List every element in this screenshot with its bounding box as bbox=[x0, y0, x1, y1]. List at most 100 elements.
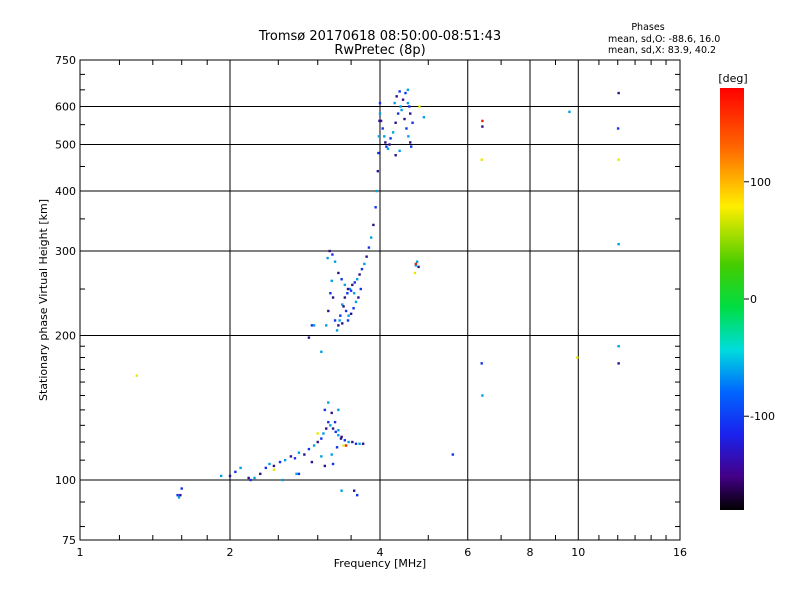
data-point bbox=[347, 440, 350, 444]
data-point bbox=[406, 88, 410, 92]
data-point bbox=[352, 307, 355, 310]
data-point bbox=[253, 476, 256, 480]
data-point bbox=[393, 101, 396, 105]
data-point bbox=[228, 474, 232, 478]
data-point bbox=[377, 135, 381, 138]
data-point bbox=[293, 457, 297, 460]
data-point bbox=[451, 453, 455, 456]
data-point bbox=[358, 273, 361, 276]
data-point bbox=[398, 90, 401, 93]
data-point bbox=[320, 437, 323, 440]
data-point bbox=[219, 474, 223, 478]
data-point bbox=[616, 127, 620, 130]
data-point bbox=[329, 424, 332, 427]
data-point bbox=[327, 401, 330, 404]
y-axis-label: Stationary phase Virtual Height [km] bbox=[37, 199, 50, 401]
data-point bbox=[340, 435, 343, 439]
grid-lines bbox=[80, 60, 680, 540]
data-point bbox=[355, 493, 359, 497]
data-point bbox=[409, 141, 412, 144]
x-tick-label: 1 bbox=[77, 546, 84, 559]
data-point bbox=[408, 105, 411, 108]
data-point bbox=[378, 112, 382, 115]
data-point bbox=[316, 432, 319, 435]
y-tick-label: 200 bbox=[55, 330, 76, 343]
data-point bbox=[359, 287, 362, 291]
data-point bbox=[322, 432, 325, 435]
data-point bbox=[406, 101, 410, 105]
data-point bbox=[325, 324, 328, 327]
y-tick-label: 100 bbox=[55, 474, 76, 487]
data-point bbox=[344, 444, 348, 447]
data-point bbox=[334, 430, 337, 434]
data-point bbox=[377, 151, 380, 155]
data-point bbox=[418, 105, 421, 108]
data-point bbox=[480, 362, 483, 365]
colorbar-ticks: 100 0 -100 bbox=[744, 176, 775, 423]
data-point bbox=[333, 420, 337, 424]
phases-o-stats: mean, sd,O: -88.6, 16.0 bbox=[608, 34, 720, 45]
x-tick-label: 16 bbox=[673, 546, 687, 559]
data-point bbox=[346, 292, 349, 295]
x-tick-label: 2 bbox=[227, 546, 234, 559]
data-point bbox=[331, 296, 335, 299]
data-point bbox=[403, 117, 406, 121]
y-tick-label: 750 bbox=[55, 54, 76, 67]
data-point bbox=[386, 147, 390, 150]
data-point bbox=[409, 145, 413, 148]
data-point bbox=[337, 271, 340, 275]
data-point bbox=[352, 292, 356, 295]
data-point bbox=[347, 314, 350, 317]
data-point bbox=[333, 260, 337, 263]
data-point bbox=[323, 408, 327, 412]
data-point bbox=[414, 262, 418, 266]
x-tick-label: 8 bbox=[527, 546, 534, 559]
data-point bbox=[320, 350, 323, 353]
data-point bbox=[354, 300, 358, 304]
data-point bbox=[481, 394, 484, 397]
data-point bbox=[234, 470, 237, 474]
data-point bbox=[340, 489, 343, 492]
data-point bbox=[289, 455, 293, 458]
data-point bbox=[395, 95, 398, 98]
data-point bbox=[180, 487, 183, 490]
data-point bbox=[351, 283, 354, 287]
chart-title: Tromsø 20170618 08:50:00-08:51:43 bbox=[258, 29, 501, 44]
data-point bbox=[343, 439, 347, 442]
data-point bbox=[327, 309, 330, 313]
y-tick-label: 500 bbox=[55, 139, 76, 152]
data-point bbox=[283, 458, 287, 462]
data-point bbox=[337, 324, 340, 327]
data-point bbox=[391, 131, 395, 134]
data-point bbox=[333, 319, 337, 322]
data-point bbox=[576, 356, 579, 359]
data-point bbox=[341, 322, 344, 325]
data-point bbox=[376, 169, 380, 173]
data-point bbox=[409, 112, 412, 115]
data-point bbox=[307, 336, 311, 339]
data-point bbox=[389, 137, 392, 140]
data-point bbox=[357, 296, 360, 299]
data-point bbox=[355, 278, 359, 281]
data-point bbox=[310, 324, 314, 327]
data-point bbox=[179, 493, 182, 497]
phases-x-stats: mean, sd,X: 83.9, 40.2 bbox=[608, 45, 716, 56]
data-point bbox=[384, 141, 387, 144]
data-point bbox=[330, 453, 333, 456]
data-point bbox=[259, 472, 262, 476]
data-point bbox=[372, 223, 375, 227]
data-point bbox=[617, 362, 620, 365]
data-point bbox=[327, 420, 330, 424]
data-point bbox=[331, 427, 335, 430]
phases-header: Phases bbox=[631, 22, 664, 33]
data-point bbox=[272, 468, 276, 472]
colorbar-tick-label: 100 bbox=[750, 176, 771, 189]
data-point bbox=[342, 444, 345, 447]
data-point bbox=[335, 329, 339, 332]
data-point bbox=[353, 281, 356, 284]
data-point bbox=[351, 440, 354, 444]
colorbar-gradient bbox=[720, 88, 744, 510]
data-point bbox=[385, 145, 388, 148]
data-point bbox=[338, 319, 341, 322]
